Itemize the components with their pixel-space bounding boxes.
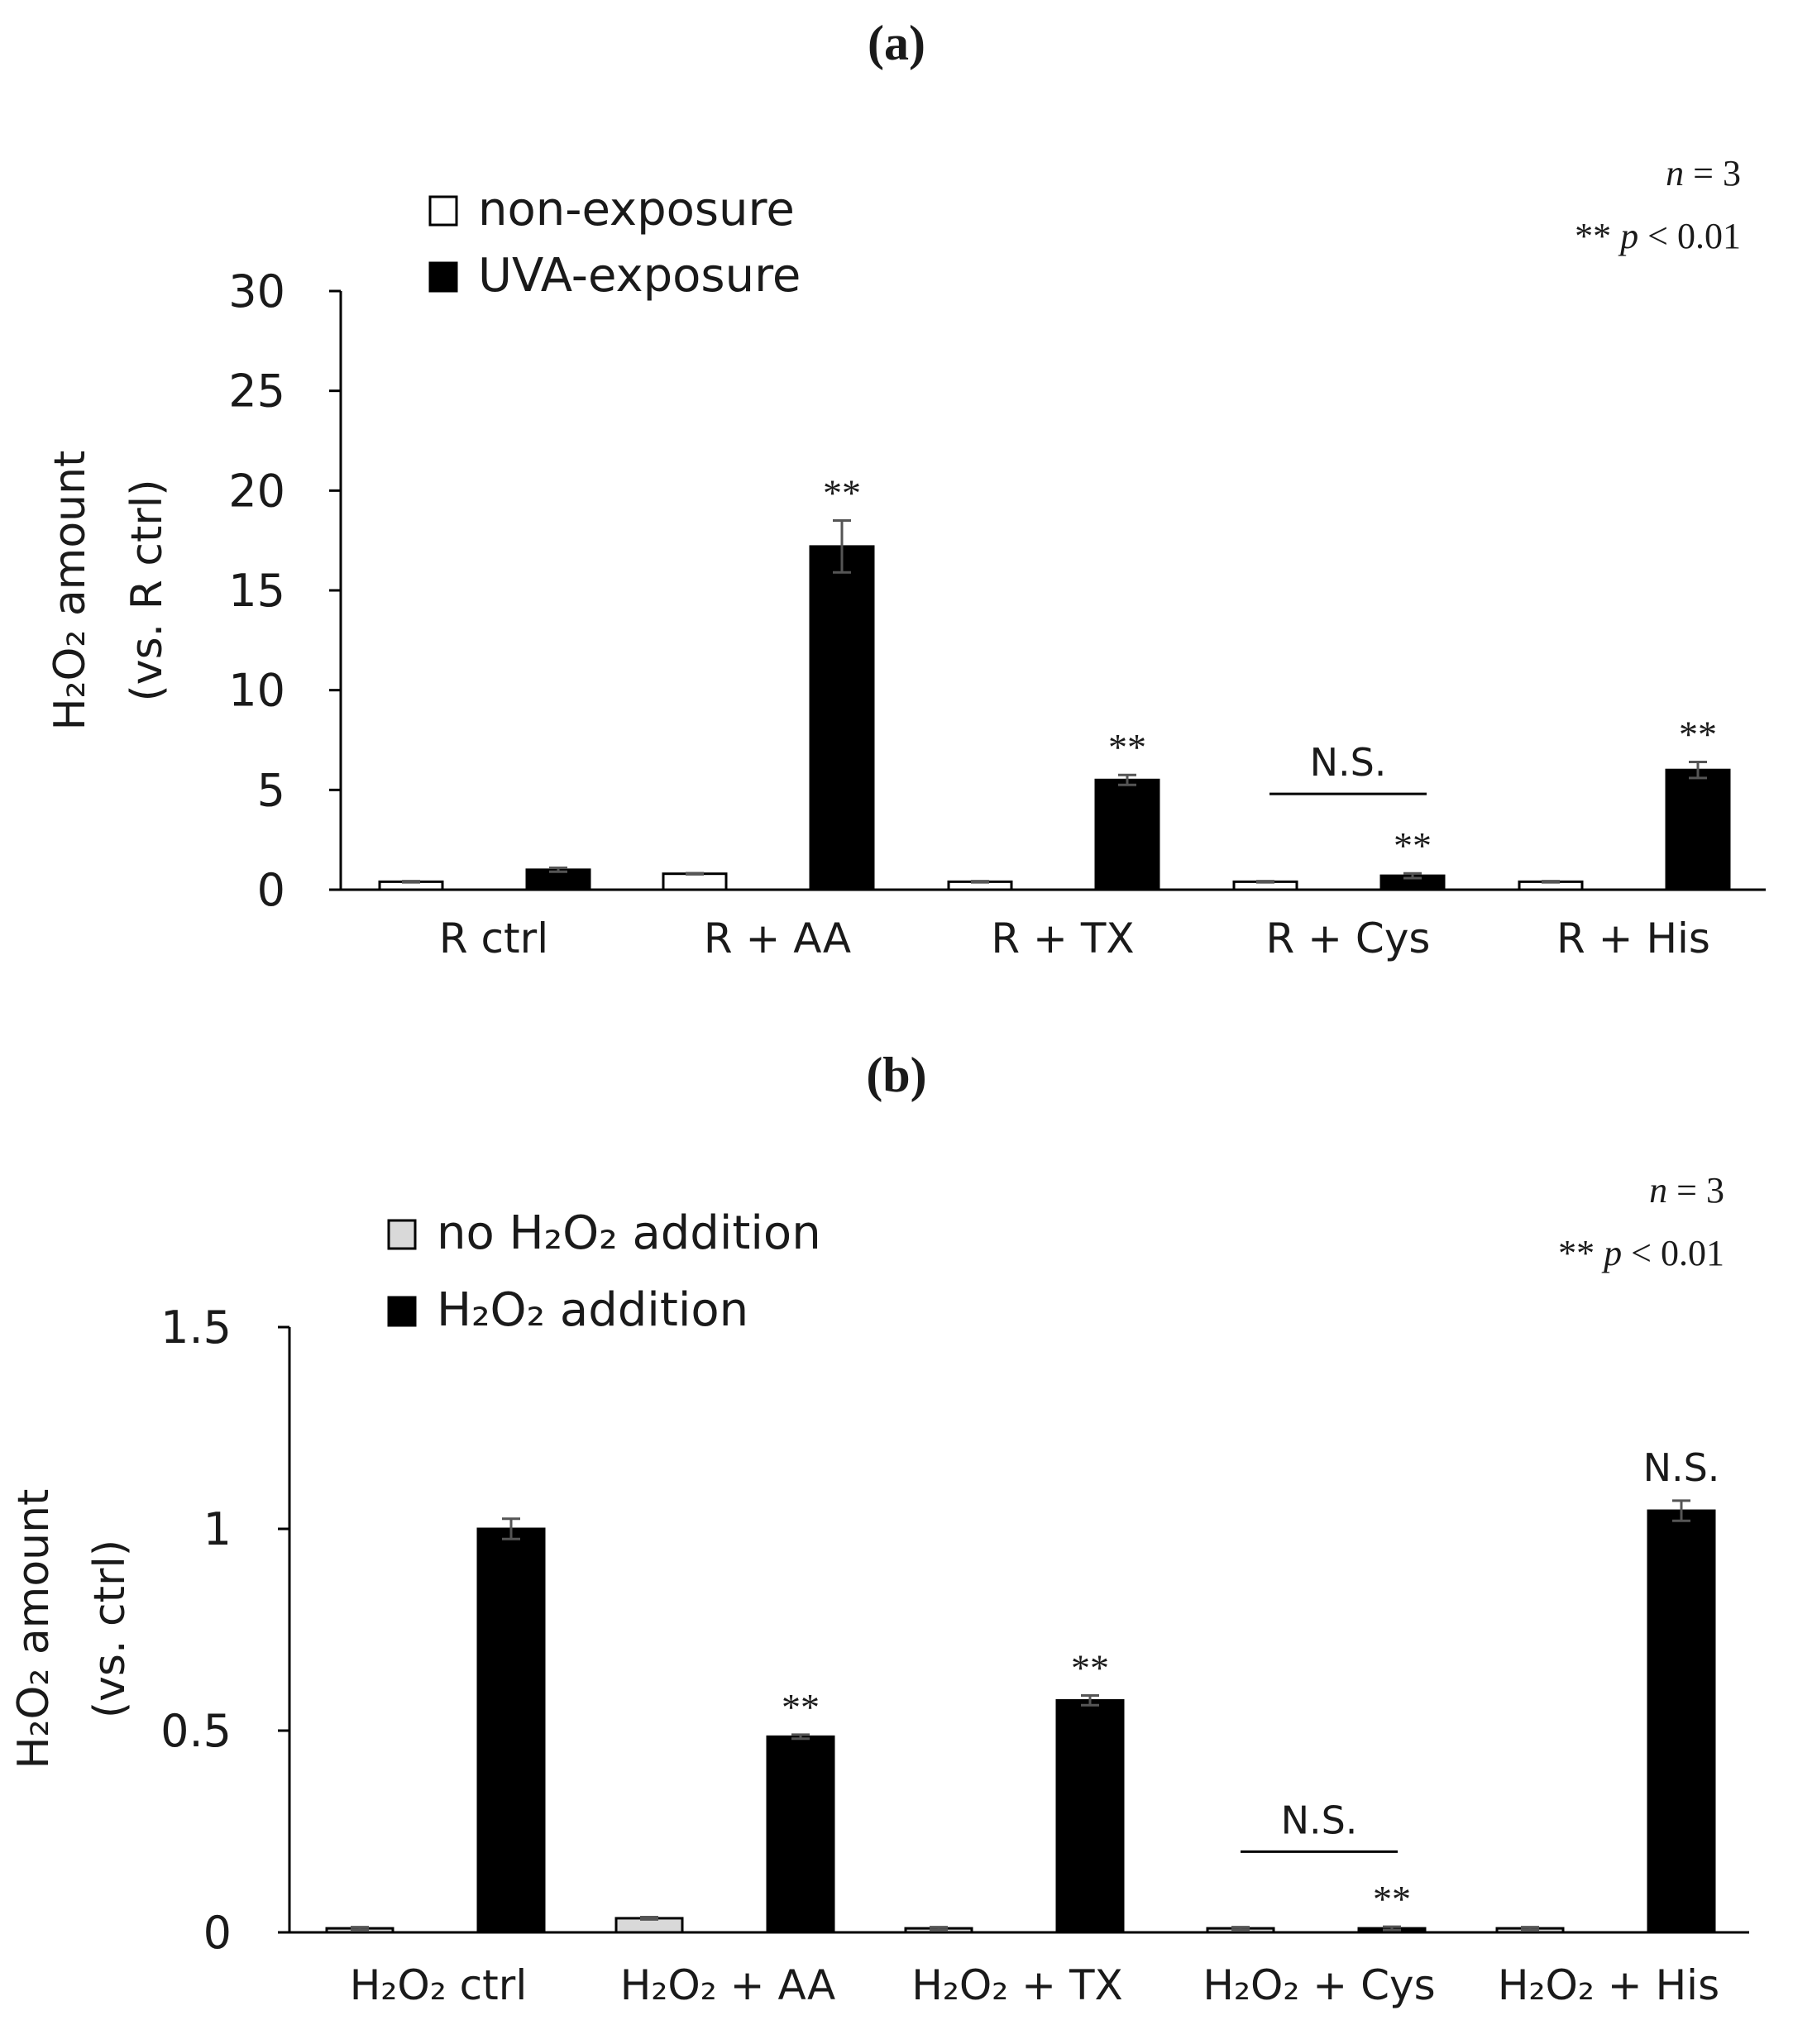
panel-label: (b) (866, 1048, 926, 1102)
x-category-label: R + His (1556, 915, 1710, 962)
sample-size-symbol: n (1666, 153, 1684, 193)
significance-marker: N.S. (1643, 1445, 1720, 1490)
y-tick-label: 5 (257, 764, 285, 816)
significance-marker: ** (823, 472, 861, 514)
chart-panel-b: (b) 0 0.5 1 1.5 H₂O₂ amount (vs. ctrl) no H₂O₂ … (9, 1048, 1749, 2009)
significance-marker: ** (1679, 714, 1717, 756)
bar-series2 (1665, 768, 1731, 891)
y-tick-label: 1.5 (160, 1301, 232, 1354)
bar-series2 (1647, 1509, 1716, 1934)
sample-size-note: n = 3 (1649, 1170, 1724, 1211)
y-axis-sublabel: (vs. R ctrl) (122, 480, 172, 702)
sample-size-note: n = 3 (1666, 153, 1741, 193)
significance-marker: ** (1394, 824, 1432, 867)
significance-stars: ** (1575, 216, 1611, 256)
y-tick-label: 15 (228, 565, 285, 617)
x-category-label: H₂O₂ + Cys (1203, 1961, 1435, 2009)
x-category-label: H₂O₂ + TX (911, 1961, 1123, 2009)
x-category-label: R + TX (991, 915, 1134, 962)
bar-series1 (662, 872, 728, 891)
legend-swatch (387, 1296, 417, 1327)
legend-swatch (387, 1219, 417, 1250)
significance-marker: ** (1373, 1878, 1411, 1920)
sample-size-symbol: n (1649, 1170, 1667, 1211)
ns-bracket-label: N.S. (1281, 1798, 1358, 1842)
bar-series2 (1094, 778, 1160, 891)
significance-note: ** p < 0.01 (1575, 216, 1741, 256)
ns-bracket-label: N.S. (1310, 740, 1387, 785)
legend-entry: non-exposure (478, 183, 795, 236)
y-axis-sublabel: (vs. ctrl) (85, 1540, 135, 1718)
legend-entry: no H₂O₂ addition (437, 1206, 821, 1260)
y-tick-label: 30 (228, 265, 285, 318)
x-category-label: H₂O₂ ctrl (350, 1961, 527, 2009)
sample-size-value: = 3 (1667, 1170, 1724, 1211)
significance-space (1611, 216, 1620, 256)
bar-series2 (525, 868, 591, 891)
legend-swatch (428, 261, 458, 293)
panel-label: (a) (868, 16, 925, 70)
y-tick-label: 0.5 (160, 1705, 232, 1757)
significance-threshold: < 0.01 (1622, 1233, 1724, 1273)
y-tick-label: 20 (228, 465, 285, 517)
y-axis-label: H₂O₂ amount (45, 451, 95, 731)
x-category-label: H₂O₂ + AA (620, 1961, 836, 2009)
bar-series2 (809, 545, 875, 891)
bar-series2 (476, 1527, 546, 1934)
x-category-label: R + Cys (1266, 915, 1431, 962)
y-tick-label: 25 (228, 365, 285, 418)
chart-panel-a: (a) 0 5 10 15 20 25 30 H₂O₂ amount (vs. R ctrl) no… (45, 16, 1766, 962)
significance-marker: ** (1108, 726, 1146, 768)
significance-stars: ** (1558, 1233, 1595, 1273)
x-category-label: R + AA (704, 915, 851, 962)
significance-marker: ** (1071, 1647, 1109, 1689)
significance-note: ** p < 0.01 (1558, 1233, 1724, 1273)
y-tick-label: 0 (257, 864, 285, 916)
significance-marker: ** (782, 1686, 820, 1728)
y-tick-label: 10 (228, 665, 285, 717)
legend-entry: UVA-exposure (478, 249, 801, 303)
x-category-label: H₂O₂ + His (1498, 1961, 1719, 2009)
y-tick-label: 1 (203, 1503, 232, 1555)
x-category-label: R ctrl (439, 915, 548, 962)
bar-series2 (1055, 1698, 1125, 1934)
bar-series2 (766, 1735, 835, 1934)
significance-p-symbol: p (1601, 1233, 1622, 1273)
significance-space (1595, 1233, 1604, 1273)
sample-size-value: = 3 (1684, 153, 1741, 193)
y-axis-label: H₂O₂ amount (9, 1489, 59, 1769)
legend-entry: H₂O₂ addition (437, 1283, 748, 1337)
significance-p-symbol: p (1618, 216, 1638, 256)
significance-threshold: < 0.01 (1638, 216, 1741, 256)
legend-swatch (428, 195, 458, 227)
y-tick-label: 0 (203, 1907, 232, 1959)
